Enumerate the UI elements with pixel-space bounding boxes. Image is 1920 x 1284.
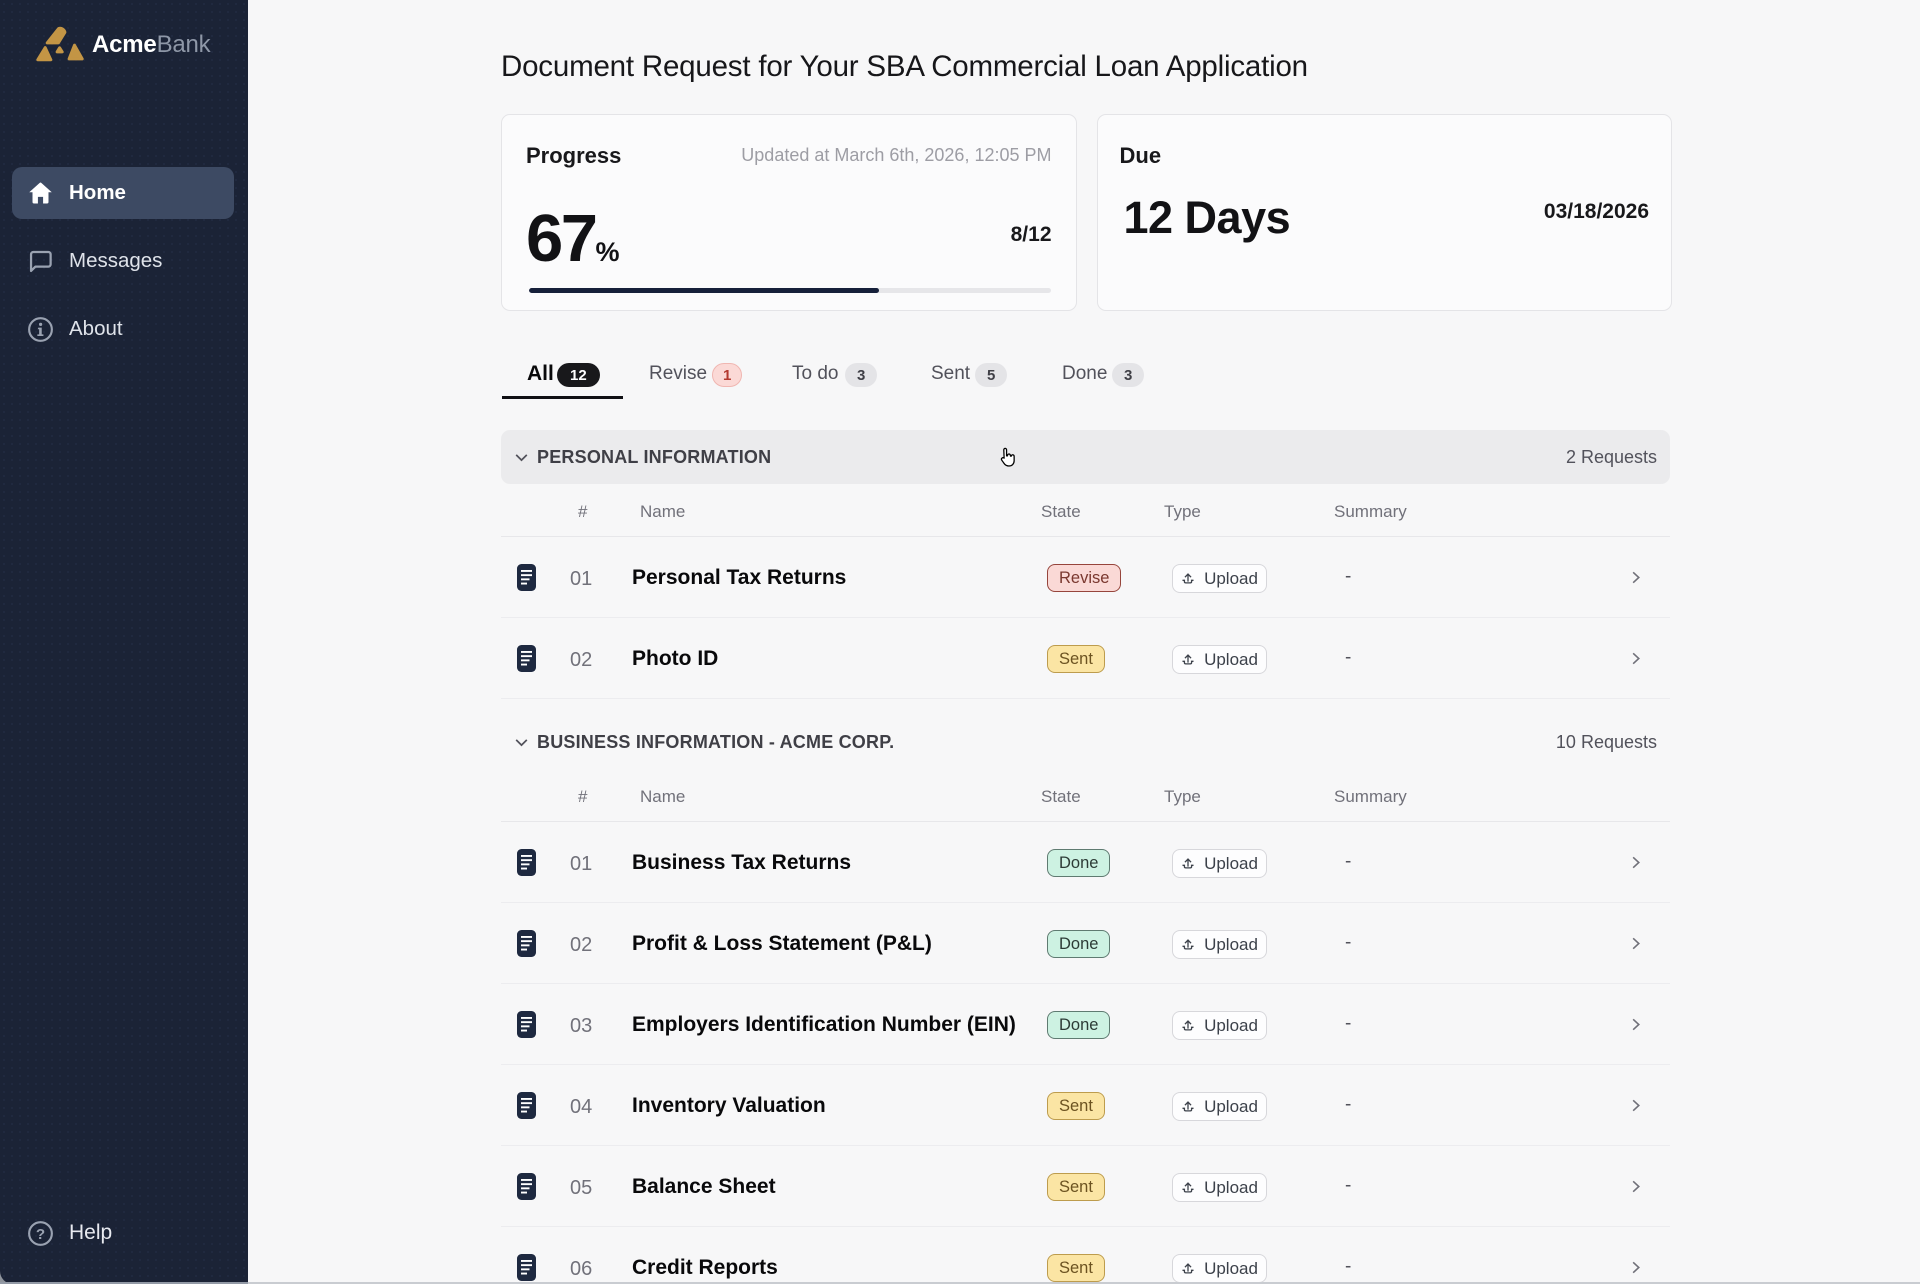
svg-text:?: ?	[36, 1225, 45, 1242]
